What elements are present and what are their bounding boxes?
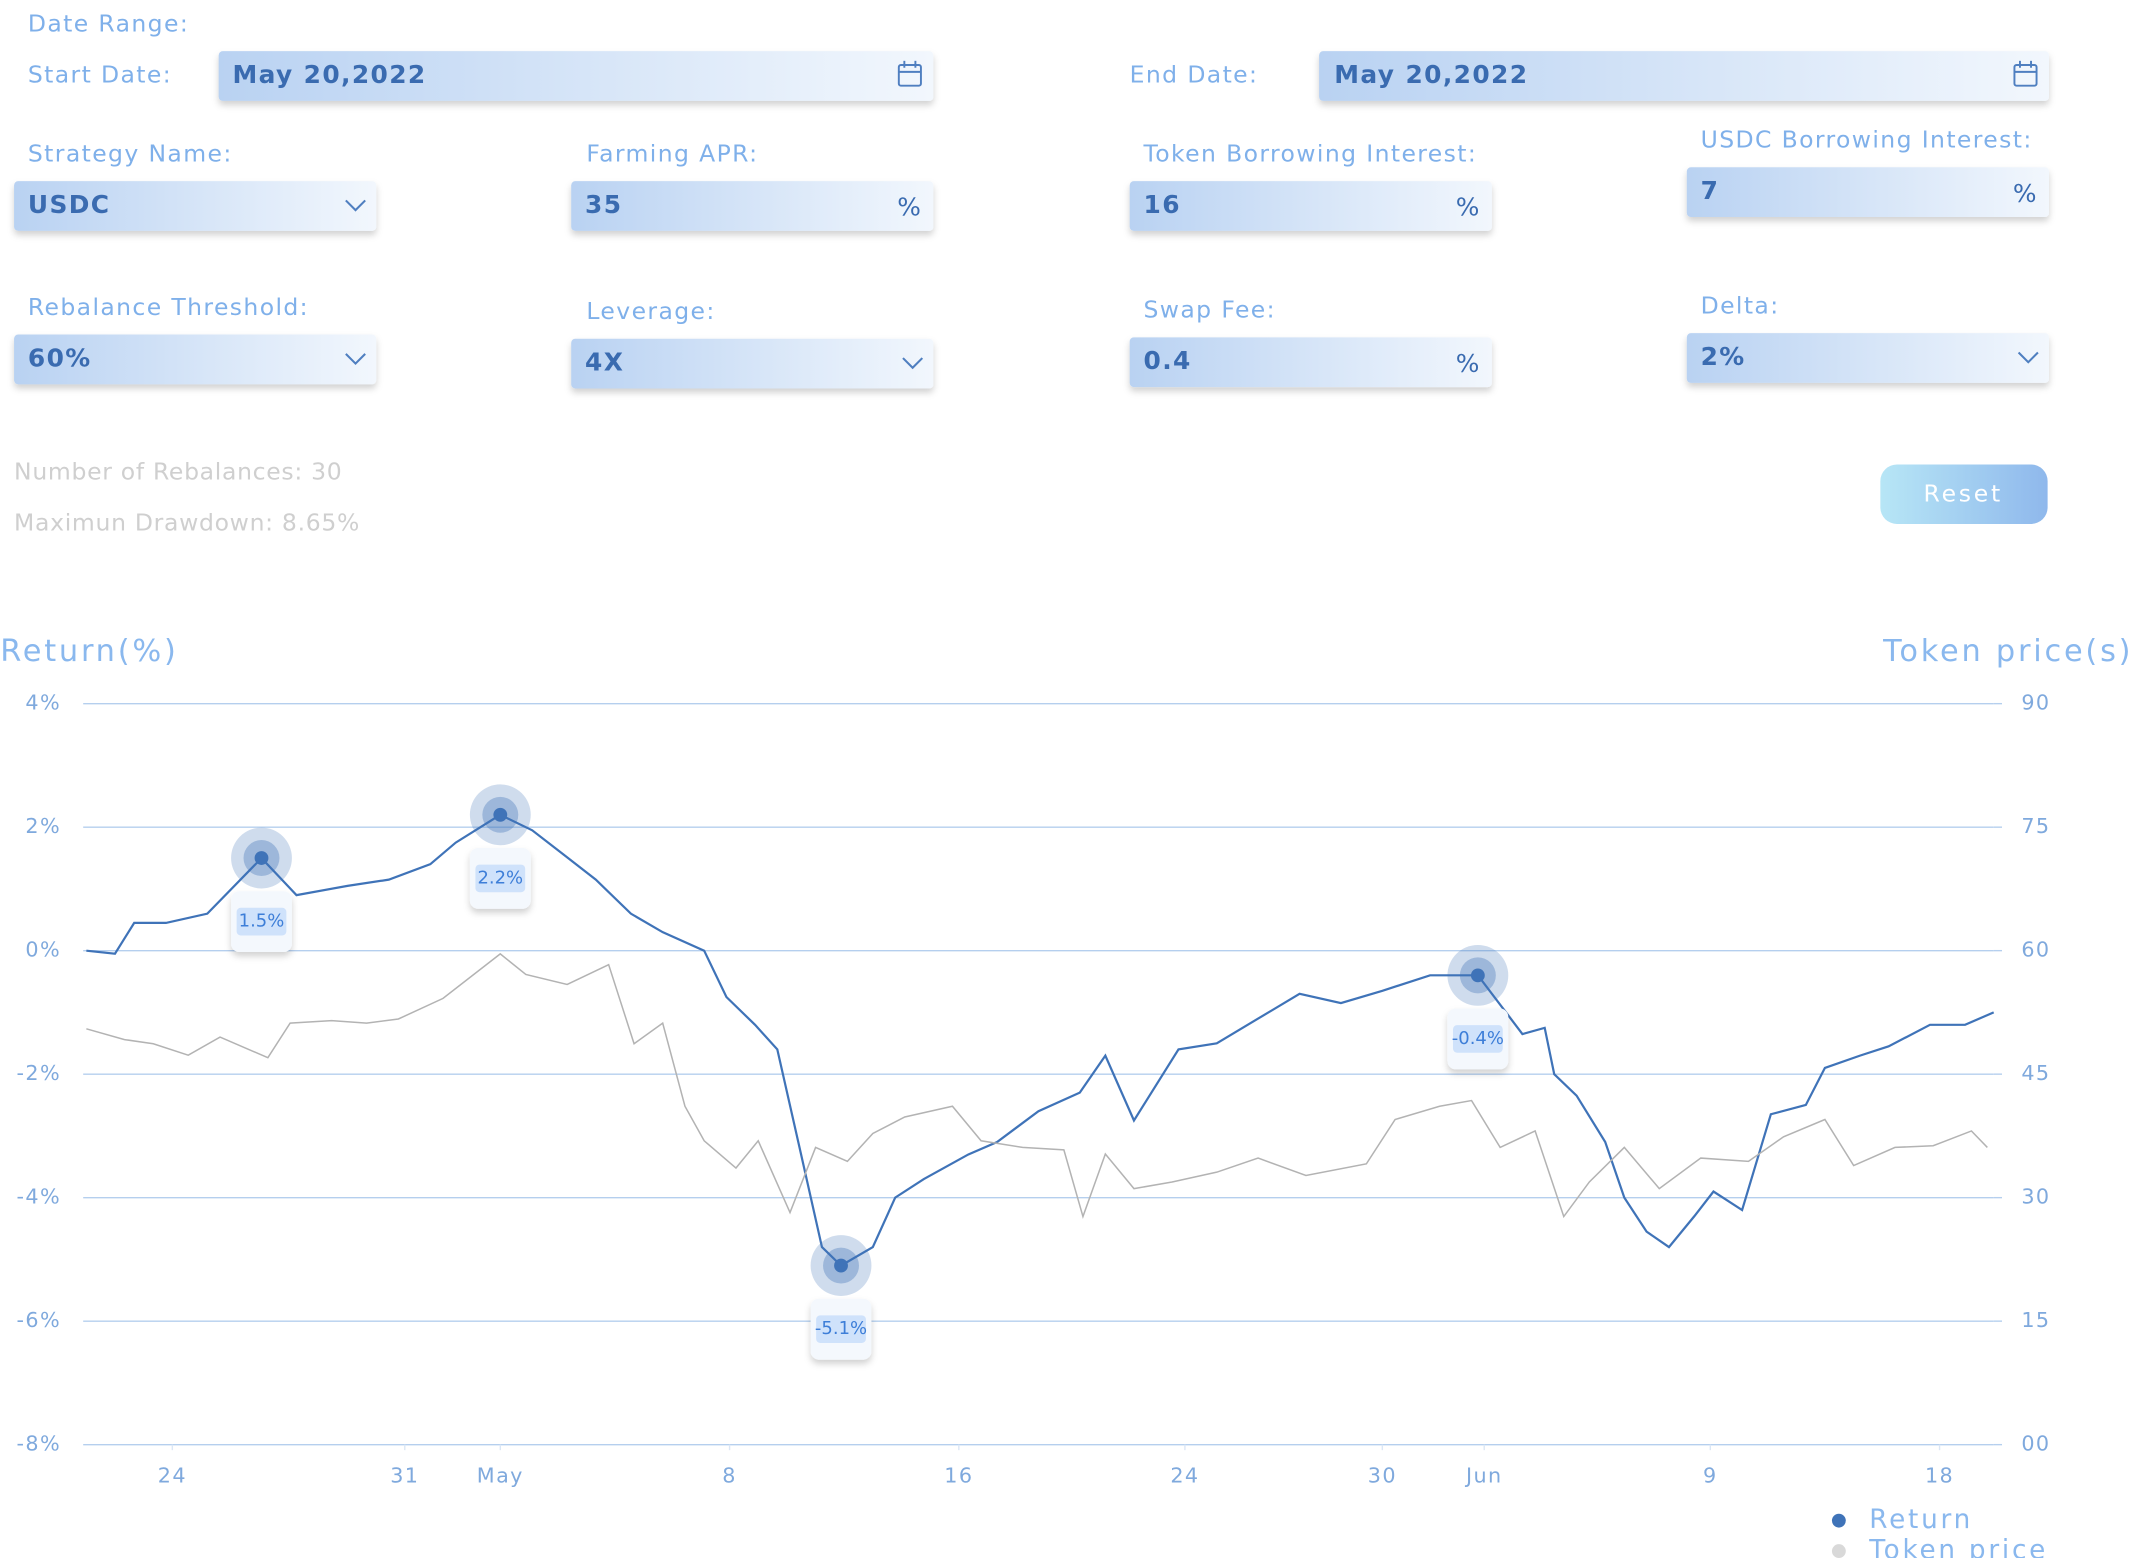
field-label: Rebalance Threshold: <box>28 293 309 321</box>
label-chip <box>475 864 526 893</box>
dropdown[interactable] <box>571 338 934 389</box>
start-date-value: May 20,2022 <box>232 60 426 89</box>
field-label: USDC Borrowing Interest: <box>1701 126 2033 154</box>
field-value: 60% <box>28 343 92 372</box>
label-chip <box>236 907 287 936</box>
text-input[interactable] <box>1686 167 2049 218</box>
text-input[interactable] <box>1129 337 1492 388</box>
end-date-input[interactable] <box>1319 51 2049 101</box>
legend-label[interactable]: Token price <box>1868 1536 2048 1558</box>
dropdown[interactable] <box>1686 333 2049 383</box>
x-tick-label: 24 <box>1170 1463 1199 1487</box>
field-value: 4X <box>585 348 624 377</box>
field-value: 0.4 <box>1144 346 1192 375</box>
field-value: 7 <box>1701 176 1720 205</box>
y2-axis-title: Token price(s) <box>1882 634 2133 669</box>
text-input[interactable] <box>571 181 934 231</box>
x-tick-label: 9 <box>1703 1463 1718 1487</box>
chevron[interactable] <box>902 357 924 370</box>
field-value: 16 <box>1144 190 1181 219</box>
highlight-point[interactable] <box>1470 968 1485 983</box>
data-label: 2.2% <box>477 867 523 888</box>
data-label: -0.4% <box>1452 1028 1504 1049</box>
field-label: Leverage: <box>586 297 715 325</box>
series-line <box>86 813 1995 1267</box>
data-label: -5.1% <box>815 1318 867 1339</box>
highlight-point[interactable] <box>834 1258 848 1273</box>
y-tick-label: -6% <box>17 1308 62 1332</box>
calendar-icon[interactable] <box>897 60 922 87</box>
chevron[interactable] <box>2017 351 2039 364</box>
reset-label[interactable]: Reset <box>1924 479 2003 507</box>
y2-tick-label: 90 <box>2021 691 2050 715</box>
y-tick-label: 2% <box>25 814 61 838</box>
x-tick-label: 16 <box>944 1463 973 1487</box>
end-date-value: May 20,2022 <box>1334 60 1528 89</box>
x-tick-label: 24 <box>158 1463 187 1487</box>
unit-label: % <box>1456 349 1481 378</box>
field-value: 2% <box>1701 342 1746 371</box>
y2-tick-label: 15 <box>2021 1308 2050 1332</box>
y-tick-label: -2% <box>17 1061 62 1085</box>
dropdown[interactable] <box>14 181 377 231</box>
start-date-input[interactable] <box>218 51 934 101</box>
x-tick-label: May <box>477 1463 524 1487</box>
y-axis-title: Return(%) <box>0 634 178 669</box>
x-tick-label: 8 <box>722 1463 737 1487</box>
y2-tick-label: 00 <box>2021 1432 2050 1456</box>
data-label: 1.5% <box>239 911 285 932</box>
field-value: USDC <box>28 190 111 219</box>
reset-button[interactable] <box>1880 464 2048 524</box>
unit-label: % <box>2013 179 2038 208</box>
unit-label: % <box>897 193 922 222</box>
y-tick-label: -4% <box>17 1185 62 1209</box>
legend-swatch[interactable] <box>1831 1513 1846 1528</box>
field-label: Swap Fee: <box>1144 296 1276 324</box>
chevron[interactable] <box>345 199 366 212</box>
dropdown[interactable] <box>14 334 377 385</box>
y-tick-label: -8% <box>17 1432 62 1456</box>
highlight-point[interactable] <box>254 851 269 865</box>
field-label: Token Borrowing Interest: <box>1143 139 1478 167</box>
start-date-label: Start Date: <box>28 61 172 89</box>
field-value: 35 <box>585 190 622 219</box>
series-line <box>86 952 1988 1220</box>
date-range-label: Date Range: <box>28 9 189 37</box>
field-label: Delta: <box>1701 291 1780 319</box>
field-label: Strategy Name: <box>28 139 233 167</box>
legend-label[interactable]: Return <box>1869 1505 1973 1535</box>
label-chip <box>1452 1025 1503 1053</box>
x-tick-label: 31 <box>390 1463 419 1487</box>
y2-tick-label: 45 <box>2021 1061 2050 1085</box>
y-tick-label: 0% <box>25 938 61 962</box>
x-tick-label: Jun <box>1464 1463 1503 1487</box>
unit-label: % <box>1456 193 1481 222</box>
x-tick-label: 30 <box>1368 1463 1397 1487</box>
x-tick-label: 18 <box>1925 1463 1954 1487</box>
y2-tick-label: 30 <box>2021 1185 2050 1209</box>
highlight-point[interactable] <box>493 807 508 822</box>
end-date-label: End Date: <box>1130 61 1259 89</box>
stat-text: Maximun Drawdown: 8.65% <box>14 508 360 536</box>
y2-tick-label: 60 <box>2021 938 2050 962</box>
y2-tick-label: 75 <box>2021 814 2050 838</box>
label-chip <box>816 1315 866 1343</box>
calendar-icon[interactable] <box>2013 60 2038 87</box>
text-input[interactable] <box>1129 181 1492 231</box>
field-label: Farming APR: <box>586 139 758 167</box>
y-tick-label: 4% <box>25 691 61 715</box>
legend-swatch[interactable] <box>1831 1544 1846 1558</box>
stat-text: Number of Rebalances: 30 <box>14 457 342 485</box>
chevron[interactable] <box>345 353 366 366</box>
